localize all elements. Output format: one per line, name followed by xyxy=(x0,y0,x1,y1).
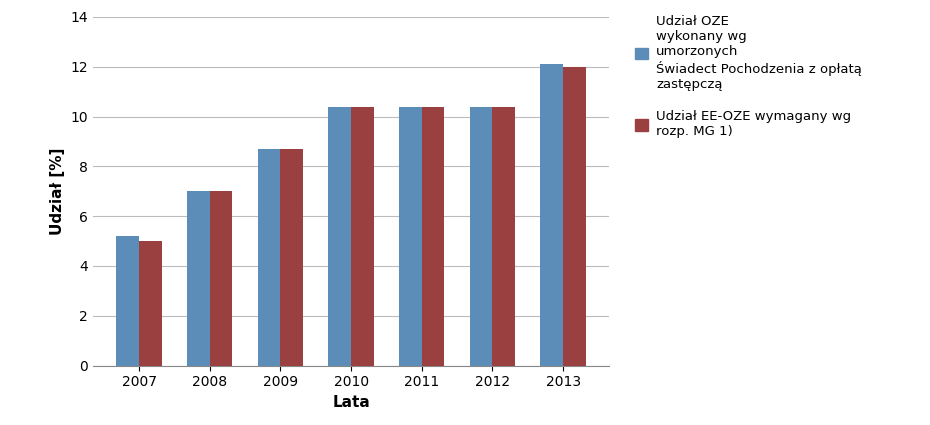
X-axis label: Lata: Lata xyxy=(332,395,370,410)
Bar xyxy=(281,149,303,366)
Bar xyxy=(140,241,162,366)
Y-axis label: Udział [%]: Udział [%] xyxy=(50,147,65,235)
Bar xyxy=(540,64,563,366)
Legend: Udział OZE
wykonany wg
umorzonych
Świadect Pochodzenia z opłatą
zastępczą, Udzia: Udział OZE wykonany wg umorzonych Świade… xyxy=(630,10,868,144)
Bar xyxy=(328,107,352,366)
Bar xyxy=(399,107,421,366)
Bar xyxy=(563,67,586,366)
Bar xyxy=(492,107,515,366)
Bar xyxy=(258,149,281,366)
Bar xyxy=(210,191,232,366)
Bar xyxy=(421,107,445,366)
Bar xyxy=(187,191,210,366)
Bar xyxy=(352,107,374,366)
Bar xyxy=(116,236,140,366)
Bar xyxy=(470,107,492,366)
